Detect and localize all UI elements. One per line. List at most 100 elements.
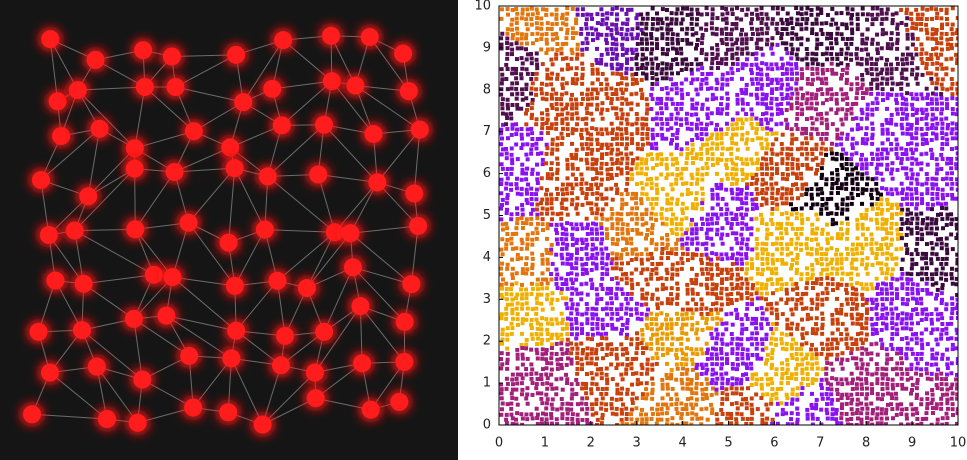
point-texture [939, 62, 944, 67]
point-texture [549, 206, 554, 211]
point-texture [795, 236, 800, 241]
point-texture [579, 222, 584, 227]
point-texture [854, 166, 859, 171]
point-texture [640, 31, 645, 36]
point-texture [834, 111, 839, 116]
point-texture [750, 206, 755, 211]
point-texture [545, 107, 550, 112]
point-texture [864, 182, 869, 187]
point-texture [660, 136, 665, 141]
point-texture [685, 307, 690, 312]
point-texture [639, 212, 644, 217]
point-texture [935, 201, 940, 206]
point-texture [934, 7, 939, 12]
point-texture [800, 217, 805, 222]
point-texture [529, 186, 534, 191]
point-texture [785, 87, 790, 92]
point-texture [704, 246, 709, 251]
point-texture [855, 222, 860, 227]
point-texture [730, 22, 735, 27]
point-texture [645, 107, 650, 112]
point-texture [570, 197, 575, 202]
graph-edge [323, 124, 378, 183]
point-texture [664, 312, 669, 317]
point-texture [929, 76, 934, 81]
point-texture [890, 192, 895, 197]
point-texture [669, 21, 674, 26]
point-texture [784, 67, 789, 72]
point-texture [550, 342, 555, 347]
point-texture [609, 101, 614, 106]
point-texture [940, 77, 945, 82]
point-texture [584, 302, 589, 307]
graph-node [395, 312, 414, 331]
point-texture [835, 267, 840, 272]
point-texture [740, 37, 745, 42]
point-texture [900, 286, 905, 291]
point-texture [674, 216, 679, 221]
point-texture [774, 77, 779, 82]
point-texture [835, 236, 840, 241]
point-texture [584, 181, 589, 186]
point-texture [654, 242, 659, 247]
point-texture [919, 271, 924, 276]
point-texture [855, 226, 860, 231]
point-texture [595, 207, 600, 212]
point-texture [755, 267, 760, 272]
point-texture [740, 51, 745, 56]
point-texture [804, 246, 809, 251]
point-texture [854, 52, 859, 57]
point-texture [505, 41, 510, 46]
point-texture [600, 251, 605, 256]
point-texture [690, 97, 695, 102]
point-texture [665, 256, 670, 261]
point-texture [645, 307, 650, 312]
point-texture [885, 151, 890, 156]
point-texture [775, 257, 780, 262]
point-texture [949, 171, 954, 176]
point-texture [860, 187, 865, 192]
point-texture [710, 272, 715, 277]
point-texture [795, 101, 800, 106]
point-texture [799, 42, 804, 47]
point-texture [889, 31, 894, 36]
point-texture [940, 187, 945, 192]
point-texture [724, 26, 729, 31]
point-texture [869, 72, 874, 77]
point-texture [864, 337, 869, 342]
point-texture [775, 281, 780, 286]
point-texture [799, 22, 804, 27]
point-texture [649, 181, 654, 186]
point-texture [659, 172, 664, 177]
point-texture [790, 26, 795, 31]
point-texture [795, 111, 800, 116]
point-texture [935, 327, 940, 332]
point-texture [595, 61, 600, 66]
point-texture [649, 346, 654, 351]
point-texture [745, 226, 750, 231]
point-texture [534, 192, 539, 197]
point-texture [535, 326, 540, 331]
point-texture [749, 276, 754, 281]
point-texture [814, 96, 819, 101]
point-texture [539, 87, 544, 92]
point-texture [750, 342, 755, 347]
point-texture [759, 286, 764, 291]
point-texture [520, 162, 525, 167]
point-texture [534, 347, 539, 352]
point-texture [955, 297, 958, 302]
point-texture [945, 156, 950, 161]
point-texture [544, 277, 549, 282]
point-texture [769, 306, 774, 311]
point-texture [799, 112, 804, 117]
point-texture [869, 202, 874, 207]
point-texture [519, 87, 524, 92]
point-texture [749, 172, 754, 177]
point-texture [664, 117, 669, 122]
point-texture [899, 211, 904, 216]
point-texture [599, 231, 604, 236]
point-texture [820, 322, 825, 327]
point-texture [500, 252, 505, 257]
point-texture [899, 107, 904, 112]
point-texture [684, 57, 689, 62]
